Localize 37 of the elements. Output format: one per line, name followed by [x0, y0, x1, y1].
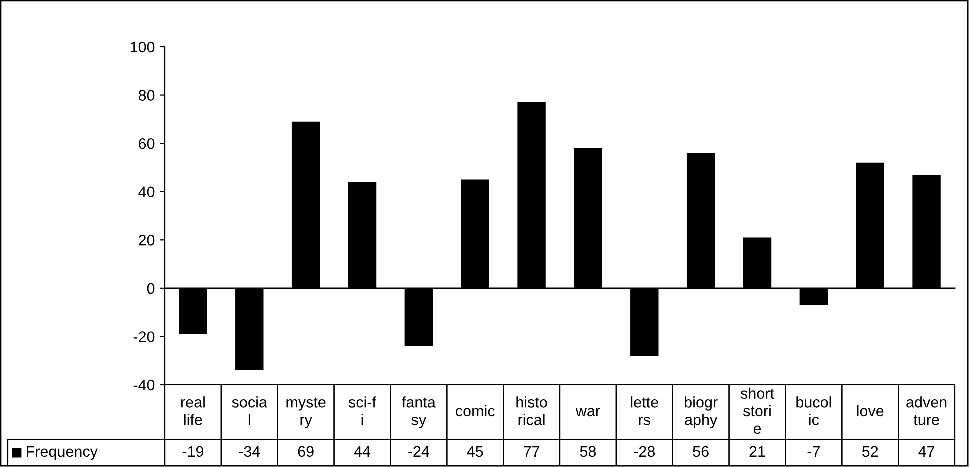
data-label: 58: [580, 446, 596, 458]
data-label: 69: [298, 446, 314, 458]
data-label: 44: [354, 446, 371, 457]
x-tick-label: biography: [685, 396, 718, 428]
x-tick-label: sci-fi: [348, 396, 377, 426]
x-tick-label: love: [857, 405, 884, 417]
x-tick-label: war: [576, 408, 600, 417]
data-label: 77: [524, 446, 540, 457]
y-tick-label: 100: [130, 42, 155, 53]
x-tick-label: short storie: [740, 388, 774, 434]
y-tick-label: 40: [138, 186, 155, 198]
x-tick-label: comic: [456, 405, 495, 417]
x-tick-label: adventure: [906, 396, 947, 426]
data-label: 45: [467, 446, 484, 458]
y-tick-label: 80: [138, 90, 155, 101]
data-label: -28: [634, 446, 656, 458]
y-tick-label: -40: [134, 380, 155, 391]
x-tick-label: real life: [181, 396, 205, 426]
data-label: -24: [408, 446, 430, 457]
x-tick-label: fantasy: [402, 396, 436, 428]
data-label: 21: [750, 446, 766, 457]
x-tick-label: mystery: [286, 398, 326, 428]
x-tick-label: historical: [516, 396, 548, 426]
y-tick-label: 0: [147, 283, 155, 294]
data-label: -19: [182, 446, 204, 458]
data-label: -7: [808, 446, 820, 457]
y-tick-label: 60: [139, 138, 155, 150]
y-tick-label: 20: [139, 235, 155, 246]
legend-label: Frequency: [27, 446, 98, 460]
data-label: -34: [239, 446, 260, 458]
x-tick-label: social: [232, 396, 268, 426]
data-label: 56: [693, 446, 709, 458]
data-label: 52: [862, 446, 878, 458]
data-label: 47: [918, 446, 935, 457]
y-tick-label: -20: [134, 332, 155, 342]
x-tick-label: letters: [631, 396, 658, 426]
x-tick-label: bucolic: [796, 396, 832, 426]
